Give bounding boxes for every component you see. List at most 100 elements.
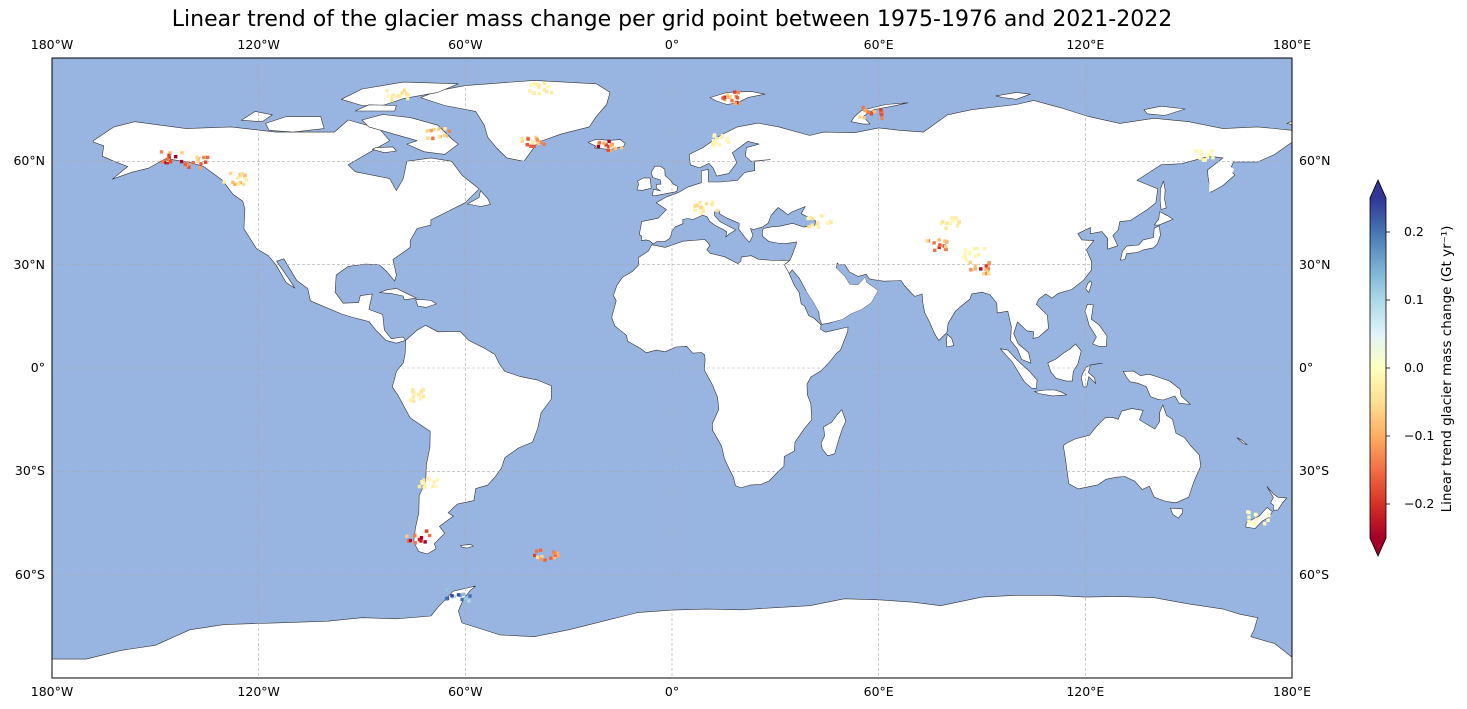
- land-falkland: [460, 544, 474, 549]
- glacier-cell: [712, 134, 716, 138]
- glacier-cell: [389, 96, 394, 100]
- glacier-cell: [1263, 522, 1267, 526]
- glacier-cell: [948, 222, 952, 226]
- glacier-cell: [1202, 158, 1206, 162]
- glacier-cell: [952, 216, 956, 220]
- colorbar-tick-label: 0.2: [1404, 224, 1424, 239]
- glacier-cell: [417, 393, 421, 397]
- glacier-cell: [539, 557, 543, 561]
- glacier-cell: [450, 594, 454, 598]
- glacier-cell: [531, 91, 535, 95]
- glacier-cell: [602, 141, 606, 145]
- colorbar-tick-label: 0.0: [1404, 360, 1424, 375]
- glacier-cell: [395, 94, 400, 98]
- glacier-cell: [597, 140, 602, 145]
- glacier-cell: [619, 146, 624, 150]
- glacier-cell: [526, 137, 530, 141]
- glacier-cell: [699, 211, 704, 215]
- glacier-cell: [862, 116, 866, 120]
- glacier-cell: [535, 555, 540, 559]
- lat-tick-label: 60°S: [14, 566, 45, 582]
- glacier-cell: [237, 182, 241, 186]
- glacier-cell: [961, 255, 966, 259]
- glacier-cell: [1199, 152, 1203, 157]
- glacier-cell: [816, 224, 820, 229]
- glacier-cell: [532, 81, 537, 86]
- glacier-cell: [529, 83, 533, 87]
- land-sulawesi: [1080, 362, 1103, 388]
- glacier-cell: [400, 91, 404, 95]
- land-eurasia: [639, 100, 1292, 364]
- glacier-cell: [711, 200, 715, 204]
- glacier-cell: [425, 129, 429, 133]
- glacier-cell: [701, 209, 706, 213]
- glacier-cell: [464, 596, 469, 600]
- glacier-cell: [943, 244, 948, 249]
- glacier-cell: [1210, 149, 1214, 153]
- lon-tick-label: 60°E: [863, 684, 894, 699]
- land-new-guinea: [1122, 370, 1191, 405]
- lon-tick-label: 180°W: [30, 684, 74, 699]
- glacier-cell: [535, 138, 539, 142]
- glacier-cell: [973, 264, 977, 268]
- colorbar-tick-label: −0.1: [1404, 428, 1435, 443]
- glacier-cell: [204, 160, 208, 164]
- glacier-cell: [1253, 522, 1257, 526]
- glacier-cell: [444, 597, 449, 601]
- glacier-cell: [972, 246, 976, 251]
- glacier-cell: [1205, 155, 1210, 160]
- glacier-cell: [963, 252, 967, 257]
- glacier-cell: [420, 481, 425, 485]
- lon-tick-label: 180°E: [1272, 684, 1312, 699]
- glacier-cell: [535, 82, 539, 87]
- lat-tick-label: 30°S: [14, 463, 45, 479]
- glacier-cell: [443, 127, 447, 131]
- glacier-cell: [596, 144, 601, 149]
- glacier-cell: [937, 238, 941, 242]
- glacier-cell: [437, 134, 442, 139]
- glacier-cell: [699, 205, 703, 209]
- glacier-cell: [468, 594, 472, 598]
- glacier-region-alps: [693, 200, 719, 215]
- land-hispaniola: [415, 299, 437, 308]
- land-madagascar: [820, 409, 847, 457]
- glacier-region-alaska-coast: [183, 155, 210, 170]
- glacier-cell: [168, 151, 172, 155]
- colorbar-extend-min: [1370, 538, 1386, 556]
- glacier-region-siberia-northeast: [1194, 149, 1215, 162]
- glacier-cell: [704, 202, 709, 206]
- glacier-cell: [467, 599, 471, 603]
- glacier-cell: [179, 159, 184, 164]
- glacier-cell: [535, 549, 539, 553]
- glacier-cell: [196, 159, 200, 163]
- glacier-cell: [411, 388, 415, 392]
- glacier-cell: [413, 391, 417, 395]
- glacier-cell: [425, 529, 429, 533]
- glacier-cell: [432, 480, 436, 484]
- glacier-cell: [609, 144, 613, 148]
- glacier-cell: [198, 166, 202, 170]
- glacier-cell: [408, 398, 413, 403]
- glacier-cell: [968, 260, 972, 264]
- glacier-cell: [714, 141, 718, 145]
- land-great-britain: [651, 165, 679, 197]
- glacier-cell: [199, 162, 203, 166]
- glacier-cell: [411, 399, 416, 403]
- lat-tick-label: 30°S: [1299, 463, 1330, 479]
- land-southampton: [372, 146, 397, 153]
- glacier-cell: [532, 144, 536, 148]
- lat-tick-label: 60°N: [1299, 153, 1331, 169]
- glacier-cell: [933, 248, 937, 252]
- glacier-cell: [456, 593, 461, 597]
- glacier-cell: [987, 261, 991, 265]
- glacier-cell: [413, 541, 417, 545]
- glacier-cell: [411, 395, 416, 399]
- glacier-region-alaska: [159, 150, 184, 165]
- glacier-cell: [205, 155, 210, 160]
- glacier-region-svalbard: [721, 90, 741, 106]
- glacier-cell: [982, 272, 986, 276]
- glacier-cell: [411, 390, 415, 394]
- glacier-cell: [437, 127, 441, 131]
- glacier-cell: [954, 216, 958, 220]
